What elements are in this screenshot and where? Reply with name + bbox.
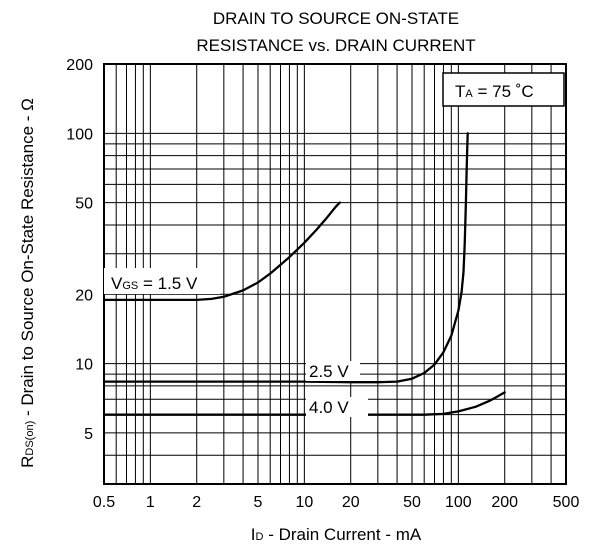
y-tick-label: 200 (66, 57, 93, 74)
y-tick-label: 5 (84, 426, 93, 443)
x-tick-label: 1 (146, 494, 155, 511)
svg-text:4.0 V: 4.0 V (309, 398, 349, 417)
series-label-4-0v: 4.0 V (306, 397, 368, 417)
curve-vgs-4-0v (102, 391, 506, 416)
chart-title-line-1: DRAIN TO SOURCE ON-STATE (213, 9, 459, 28)
condition-box (442, 72, 565, 107)
x-tick-label: 100 (445, 494, 472, 511)
y-tick-label: 10 (75, 357, 93, 374)
x-tick-label: 500 (553, 494, 580, 511)
x-axis-label: ID - Drain Current - mA (251, 525, 422, 544)
y-tick-label: 100 (66, 126, 93, 143)
svg-text:2.5 V: 2.5 V (309, 362, 349, 381)
y-axis-label: RDS(on) - Drain to Source On-State Resis… (18, 98, 37, 468)
tick-labels: 0.5 1 2 5 10 20 50 100 200 500 5 10 20 50 100 200 (66, 57, 579, 511)
series-label-1-5v: VGS = 1.5 V (104, 268, 220, 294)
chart-title-line-2: RESISTANCE vs. DRAIN CURRENT (196, 36, 475, 55)
x-tick-label: 5 (254, 494, 263, 511)
x-tick-label: 50 (403, 494, 421, 511)
x-tick-label: 10 (295, 494, 313, 511)
curves (102, 132, 506, 416)
series-label-2-5v: 2.5 V (306, 361, 360, 381)
y-tick-label: 50 (75, 196, 93, 213)
y-tick-label: 20 (75, 287, 93, 304)
x-tick-label: 200 (491, 494, 518, 511)
curve-vgs-2-5v (102, 132, 469, 384)
x-tick-label: 0.5 (93, 494, 115, 511)
svg-text:VGS = 1.5 V: VGS = 1.5 V (111, 274, 198, 293)
temperature-condition: TA = 75 ˚C (455, 82, 534, 101)
x-tick-label: 20 (342, 494, 360, 511)
x-tick-label: 2 (192, 494, 201, 511)
curve-vgs-1-5v (102, 201, 341, 302)
